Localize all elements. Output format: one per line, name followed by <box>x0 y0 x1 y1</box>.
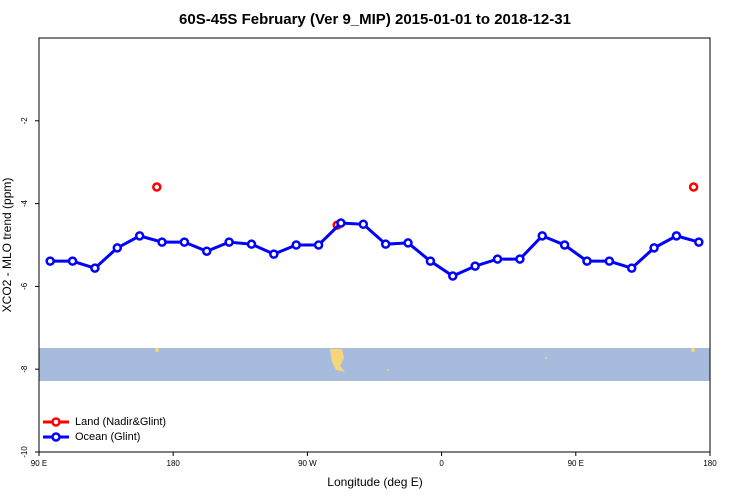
data-point <box>470 261 480 271</box>
data-point <box>358 219 369 230</box>
data-point <box>688 182 699 192</box>
data-point <box>559 240 570 250</box>
x-axis-label: Longitude (deg E) <box>327 475 422 489</box>
data-point <box>604 256 615 266</box>
data-point <box>224 237 234 247</box>
data-point <box>448 271 458 281</box>
y-tick-label: -6 <box>20 282 29 290</box>
data-point <box>492 254 503 264</box>
y-tick-label: -4 <box>20 199 29 207</box>
data-point <box>582 256 592 266</box>
data-point <box>202 246 212 256</box>
data-point <box>152 182 162 192</box>
x-tick-label: 180 <box>703 459 717 468</box>
data-point <box>515 254 525 264</box>
data-point <box>403 238 413 248</box>
y-tick-label: -10 <box>20 446 29 458</box>
y-axis-label: XCO2 - MLO trend (ppm) <box>0 178 14 313</box>
data-point <box>380 239 391 249</box>
x-tick-label: 180 <box>167 459 181 468</box>
data-point <box>134 231 145 241</box>
data-point <box>179 237 190 247</box>
data-point <box>649 243 659 253</box>
data-point <box>336 218 346 228</box>
data-point <box>45 256 55 266</box>
legend-label: Land (Nadir&Glint) <box>75 416 166 428</box>
data-point <box>67 256 78 266</box>
data-point <box>626 263 637 273</box>
legend-marker <box>51 417 61 427</box>
x-tick-label: 0 <box>439 459 444 468</box>
y-tick-label: -2 <box>20 117 29 125</box>
data-point <box>269 249 279 259</box>
data-point <box>157 237 167 247</box>
data-point <box>537 231 547 241</box>
data-point <box>246 239 257 249</box>
x-tick-label: 90 E <box>31 459 47 468</box>
chart-title: 60S-45S February (Ver 9_MIP) 2015-01-01 … <box>179 11 571 28</box>
y-tick-label: -8 <box>20 365 29 373</box>
series-line <box>50 221 700 278</box>
data-point <box>90 263 100 273</box>
x-tick-label: 90 E <box>568 459 584 468</box>
plot-frame <box>38 37 711 453</box>
legend-label: Ocean (Glint) <box>75 431 140 443</box>
data-point <box>112 243 123 253</box>
data-point <box>671 231 682 241</box>
data-point <box>313 240 324 250</box>
data-point <box>694 237 704 247</box>
x-tick-label: 90 W <box>298 459 317 468</box>
map-strip <box>39 348 710 381</box>
data-point <box>291 240 301 250</box>
data-point <box>425 256 436 266</box>
legend-marker <box>51 432 61 442</box>
